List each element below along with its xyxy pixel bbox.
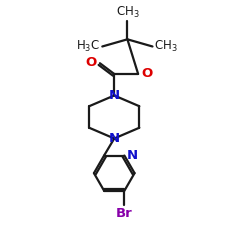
Text: CH$_3$: CH$_3$: [116, 5, 139, 20]
Text: O: O: [142, 68, 153, 80]
Text: H$_3$C: H$_3$C: [76, 39, 100, 54]
Text: CH$_3$: CH$_3$: [154, 39, 178, 54]
Text: Br: Br: [116, 207, 133, 220]
Text: N: N: [109, 132, 120, 145]
Text: N: N: [109, 89, 120, 102]
Text: O: O: [86, 56, 97, 68]
Text: N: N: [127, 149, 138, 162]
